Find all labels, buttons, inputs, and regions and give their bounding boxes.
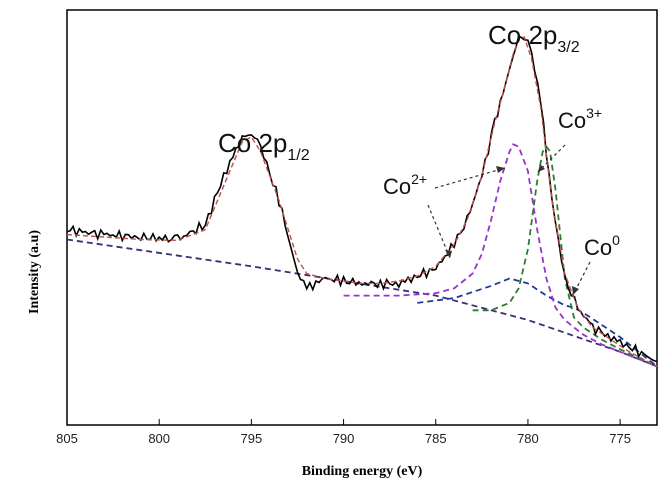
series-background xyxy=(66,238,658,368)
arrowhead-co2-shoulder xyxy=(445,250,452,258)
peak-label-co-2p1-2: Co 2p1/2 xyxy=(218,128,310,164)
x-tick-label-775: 775 xyxy=(609,431,631,446)
y-axis-label: Intensity (a.u) xyxy=(27,230,42,314)
arrow-co2-to-co2-peak xyxy=(434,167,506,189)
arrowhead-co2-peak xyxy=(496,166,505,173)
species-label-co3plus: Co3+ xyxy=(558,105,602,133)
species-label-co0: Co0 xyxy=(584,232,620,260)
series-co0 xyxy=(417,277,658,368)
peak-label-co-2p3-2: Co 2p3/2 xyxy=(488,20,580,56)
plot-frame xyxy=(66,9,658,426)
species-label-co2plus: Co2+ xyxy=(383,171,427,199)
x-tick-label-785: 785 xyxy=(425,431,447,446)
x-tick-label-790: 790 xyxy=(333,431,355,446)
series-raw xyxy=(66,34,658,363)
arrowhead-co3 xyxy=(538,164,545,172)
series-fit xyxy=(66,35,658,368)
arrow-co2-to-shoulder xyxy=(427,204,451,259)
x-tick-label-795: 795 xyxy=(241,431,263,446)
x-tick-label-800: 800 xyxy=(148,431,170,446)
x-tick-label-805: 805 xyxy=(56,431,78,446)
series-co3 xyxy=(472,145,658,368)
x-tick-label-780: 780 xyxy=(517,431,539,446)
arrowhead-co0 xyxy=(572,286,579,295)
series-co2 xyxy=(343,143,658,368)
x-axis-label: Binding energy (eV) xyxy=(302,464,423,479)
